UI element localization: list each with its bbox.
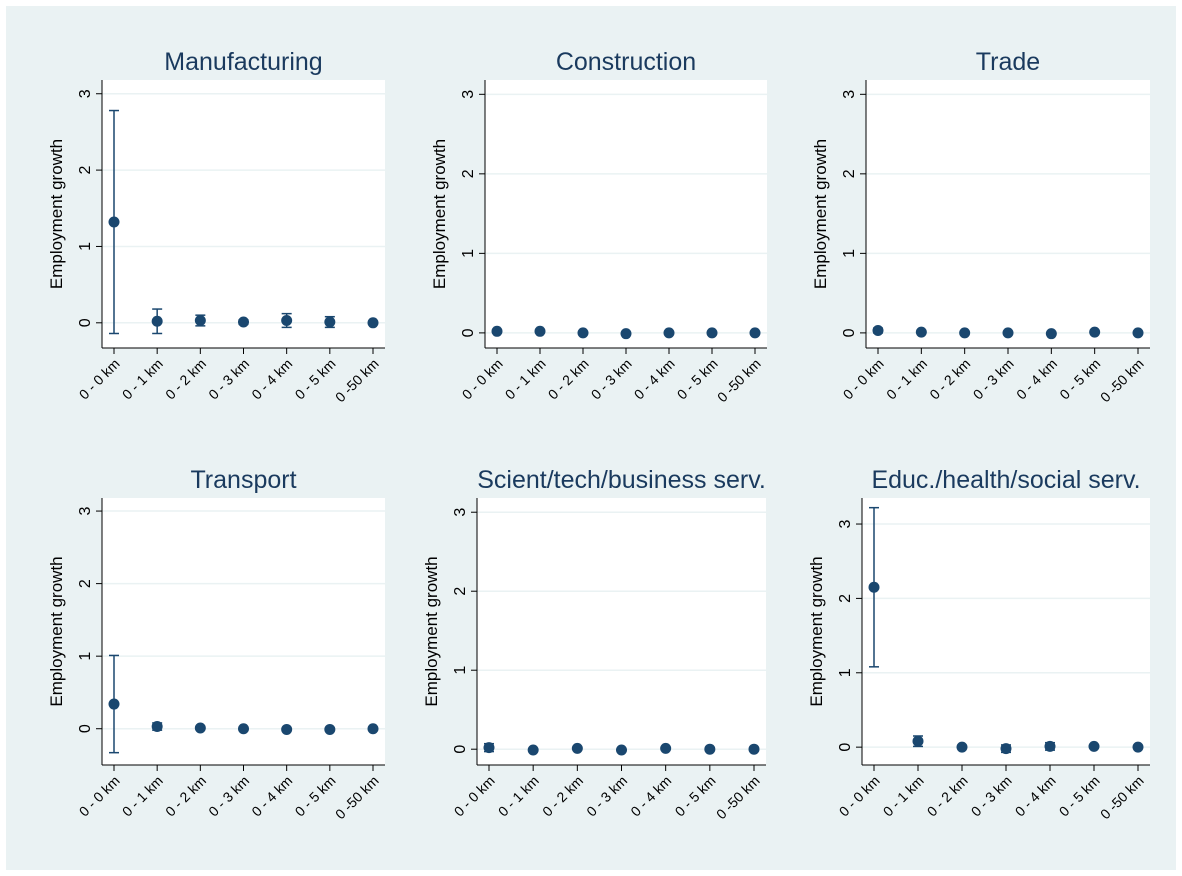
- y-tick-label: 3: [460, 90, 477, 99]
- point: [324, 723, 336, 735]
- point: [748, 743, 760, 755]
- plot-area: [862, 498, 1150, 765]
- y-axis-label: Employment growth: [47, 556, 66, 706]
- y-axis-label: Employment growth: [811, 139, 830, 289]
- point: [577, 327, 589, 339]
- y-axis-label: Employment growth: [47, 139, 66, 289]
- y-tick-label: 0: [841, 328, 858, 337]
- point: [151, 721, 163, 733]
- point: [1132, 327, 1144, 339]
- plot-area: [477, 498, 766, 765]
- point: [324, 316, 336, 328]
- point: [151, 315, 163, 327]
- point: [108, 216, 120, 228]
- point: [194, 722, 206, 734]
- y-tick-label: 0: [77, 318, 94, 327]
- panel-title: Scient/tech/business serv.: [477, 466, 766, 494]
- y-tick-label: 2: [460, 169, 477, 178]
- panel-title: Transport: [190, 466, 296, 494]
- y-tick-label: 3: [77, 89, 94, 98]
- point: [872, 325, 884, 337]
- panel-title: Trade: [976, 48, 1040, 76]
- y-tick-label: 1: [460, 249, 477, 258]
- point: [534, 325, 546, 337]
- y-tick-label: 2: [452, 587, 469, 596]
- y-tick-label: 2: [841, 169, 858, 178]
- point: [1045, 328, 1057, 340]
- point: [706, 327, 718, 339]
- point: [915, 326, 927, 338]
- panel-title: Manufacturing: [164, 48, 322, 76]
- y-tick-label: 2: [77, 166, 94, 175]
- y-tick-label: 3: [837, 519, 854, 528]
- point: [571, 742, 583, 754]
- y-axis-label: Employment growth: [430, 139, 449, 289]
- panel-title: Educ./health/social serv.: [871, 466, 1140, 494]
- y-tick-label: 1: [77, 652, 94, 661]
- plot-area: [866, 80, 1150, 348]
- point: [238, 316, 249, 328]
- y-tick-label: 2: [77, 579, 94, 588]
- y-tick-label: 1: [837, 668, 854, 677]
- point: [704, 743, 716, 755]
- point: [1000, 743, 1012, 755]
- point: [660, 742, 672, 754]
- point: [1002, 327, 1014, 339]
- point: [238, 723, 249, 735]
- y-tick-label: 0: [460, 328, 477, 337]
- y-tick-label: 1: [452, 666, 469, 675]
- point: [912, 735, 924, 747]
- point: [616, 744, 627, 756]
- point: [281, 723, 293, 735]
- y-tick-label: 0: [837, 743, 854, 752]
- y-tick-label: 3: [841, 90, 858, 99]
- point: [1088, 740, 1100, 752]
- point: [367, 723, 379, 735]
- point: [956, 741, 968, 753]
- point: [1132, 741, 1144, 753]
- y-tick-label: 1: [77, 242, 94, 251]
- point: [527, 744, 539, 756]
- point: [1044, 740, 1056, 752]
- y-tick-label: 3: [77, 507, 94, 516]
- point: [868, 581, 880, 593]
- point: [367, 317, 379, 329]
- point: [749, 327, 761, 339]
- y-tick-label: 3: [452, 508, 469, 517]
- plot-area: [485, 80, 767, 348]
- point: [663, 327, 675, 339]
- point: [483, 742, 495, 754]
- point: [620, 328, 632, 340]
- plot-area: [102, 498, 385, 765]
- point: [959, 327, 971, 339]
- plot-area: [102, 80, 385, 348]
- y-tick-label: 1: [841, 249, 858, 258]
- point: [491, 325, 503, 337]
- point: [108, 698, 120, 710]
- point: [194, 315, 206, 327]
- point: [1089, 326, 1101, 338]
- y-tick-label: 0: [452, 745, 469, 754]
- panel-title: Construction: [556, 48, 696, 76]
- y-tick-label: 2: [837, 594, 854, 603]
- y-tick-label: 0: [77, 724, 94, 733]
- y-axis-label: Employment growth: [422, 556, 441, 706]
- y-axis-label: Employment growth: [807, 556, 826, 706]
- point: [281, 315, 293, 327]
